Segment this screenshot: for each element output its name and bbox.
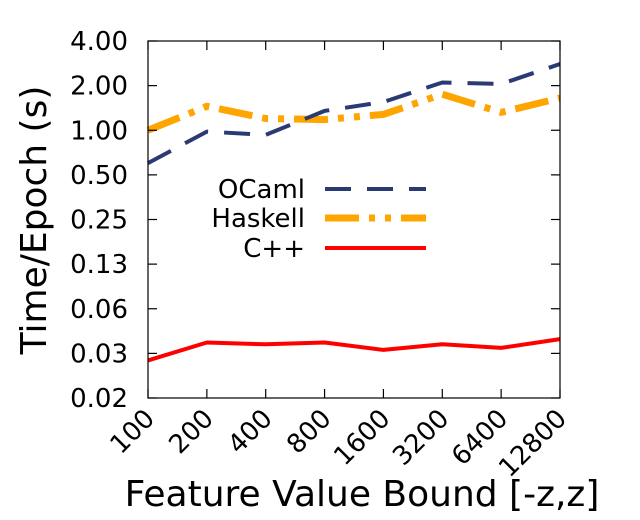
y-tick-label: 0.02 xyxy=(70,384,128,414)
y-tick-label: 0.50 xyxy=(70,161,128,191)
y-tick-label: 0.25 xyxy=(70,206,128,236)
series-line-ocaml xyxy=(147,62,561,165)
legend-label: OCaml xyxy=(218,175,305,205)
y-tick-label: 2.00 xyxy=(70,72,128,102)
x-axis-title: Feature Value Bound [-z,z] xyxy=(125,474,600,515)
y-axis-title: Time/Epoch (s) xyxy=(14,86,55,356)
legend-label: C++ xyxy=(243,234,305,264)
y-tick-label: 0.06 xyxy=(70,295,128,325)
y-tick-label: 4.00 xyxy=(70,27,128,57)
series-layer xyxy=(146,62,561,363)
legend-label: Haskell xyxy=(211,204,305,234)
series-line-c- xyxy=(147,337,561,363)
y-tick-label: 0.13 xyxy=(70,250,128,280)
series-line-haskell xyxy=(146,90,561,134)
y-tick-label: 1.00 xyxy=(70,116,128,146)
y-tick-label: 0.03 xyxy=(70,339,128,369)
